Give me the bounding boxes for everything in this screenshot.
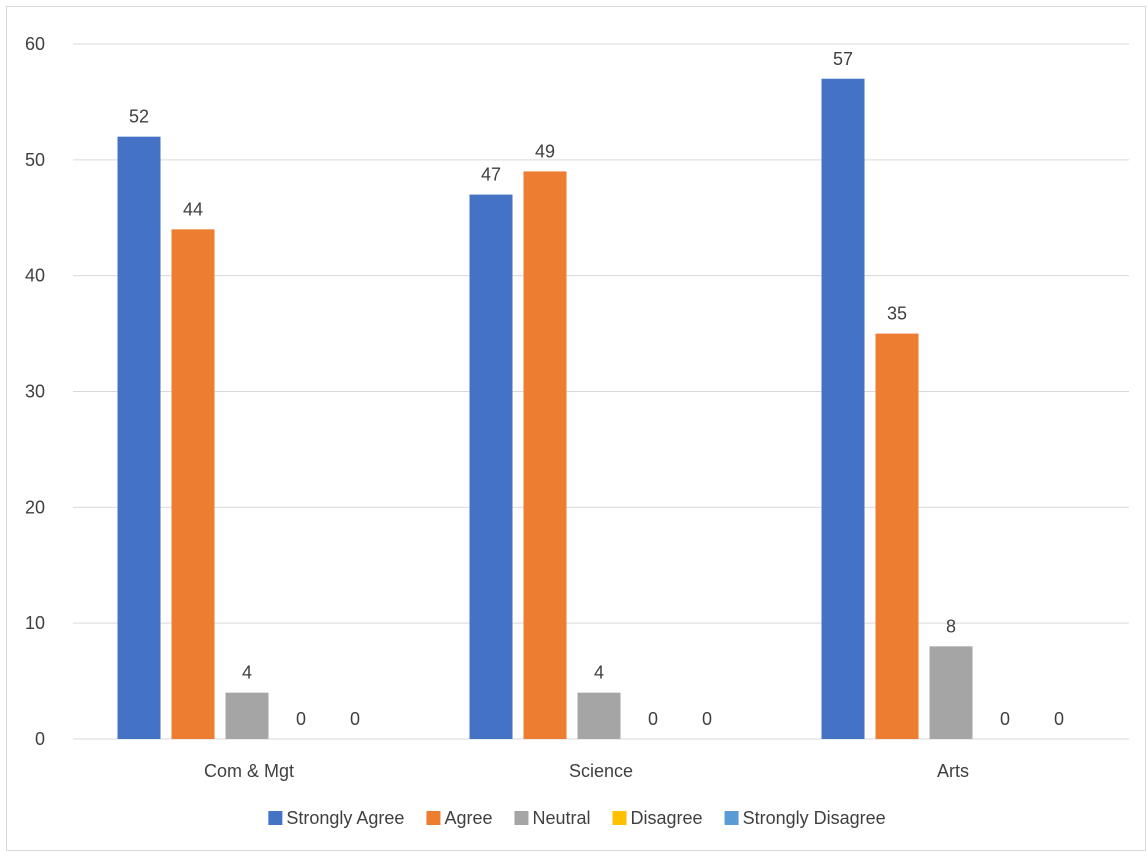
legend-swatch [426, 811, 441, 825]
legend: Strongly Agree Agree Neutral Disagree Strong… [268, 808, 886, 828]
x-tick-label: Science [569, 761, 633, 781]
bars [117, 78, 973, 740]
legend-label: Disagree [631, 808, 703, 828]
data-label: 44 [183, 199, 203, 219]
bar [577, 692, 621, 739]
legend-label: Agree [444, 808, 492, 828]
y-tick-label: 10 [25, 613, 45, 633]
legend-swatch [514, 811, 529, 825]
data-label: 47 [481, 165, 501, 185]
legend-swatch [268, 811, 283, 825]
legend-label: Neutral [532, 808, 590, 828]
x-tick-label: Com & Mgt [204, 761, 294, 781]
data-label: 35 [887, 304, 907, 324]
gridlines [73, 43, 1129, 740]
bar [117, 136, 161, 739]
bar [821, 78, 865, 739]
data-label: 0 [350, 709, 360, 729]
data-label: 52 [129, 107, 149, 127]
x-tick-label: Arts [937, 761, 969, 781]
y-tick-label: 30 [25, 382, 45, 402]
bar [523, 171, 567, 739]
data-label: 0 [648, 709, 658, 729]
legend-swatch [612, 811, 627, 825]
data-label: 4 [242, 663, 252, 683]
chart-frame: 0 10 20 30 40 50 60 52 44 4 0 0 47 49 4 0 0 57 35 8 0 0 Com … [6, 6, 1146, 851]
x-axis-ticks: Com & Mgt Science Arts [204, 761, 969, 781]
bar [171, 229, 215, 740]
data-label: 4 [594, 663, 604, 683]
y-tick-label: 0 [35, 729, 45, 749]
data-label: 49 [535, 141, 555, 161]
y-tick-label: 40 [25, 266, 45, 286]
legend-label: Strongly Agree [286, 808, 404, 828]
bar [875, 333, 919, 739]
data-label: 57 [833, 49, 853, 69]
data-label: 0 [1054, 709, 1064, 729]
y-tick-label: 20 [25, 497, 45, 517]
data-label: 8 [946, 616, 956, 636]
y-tick-label: 60 [25, 34, 45, 54]
bar [929, 646, 973, 739]
legend-swatch [724, 811, 739, 825]
bar [225, 692, 269, 739]
y-axis-ticks: 0 10 20 30 40 50 60 [25, 34, 45, 749]
legend-label: Strongly Disagree [743, 808, 886, 828]
data-label: 0 [296, 709, 306, 729]
bar [469, 194, 513, 740]
y-tick-label: 50 [25, 150, 45, 170]
data-label: 0 [702, 709, 712, 729]
data-label: 0 [1000, 709, 1010, 729]
